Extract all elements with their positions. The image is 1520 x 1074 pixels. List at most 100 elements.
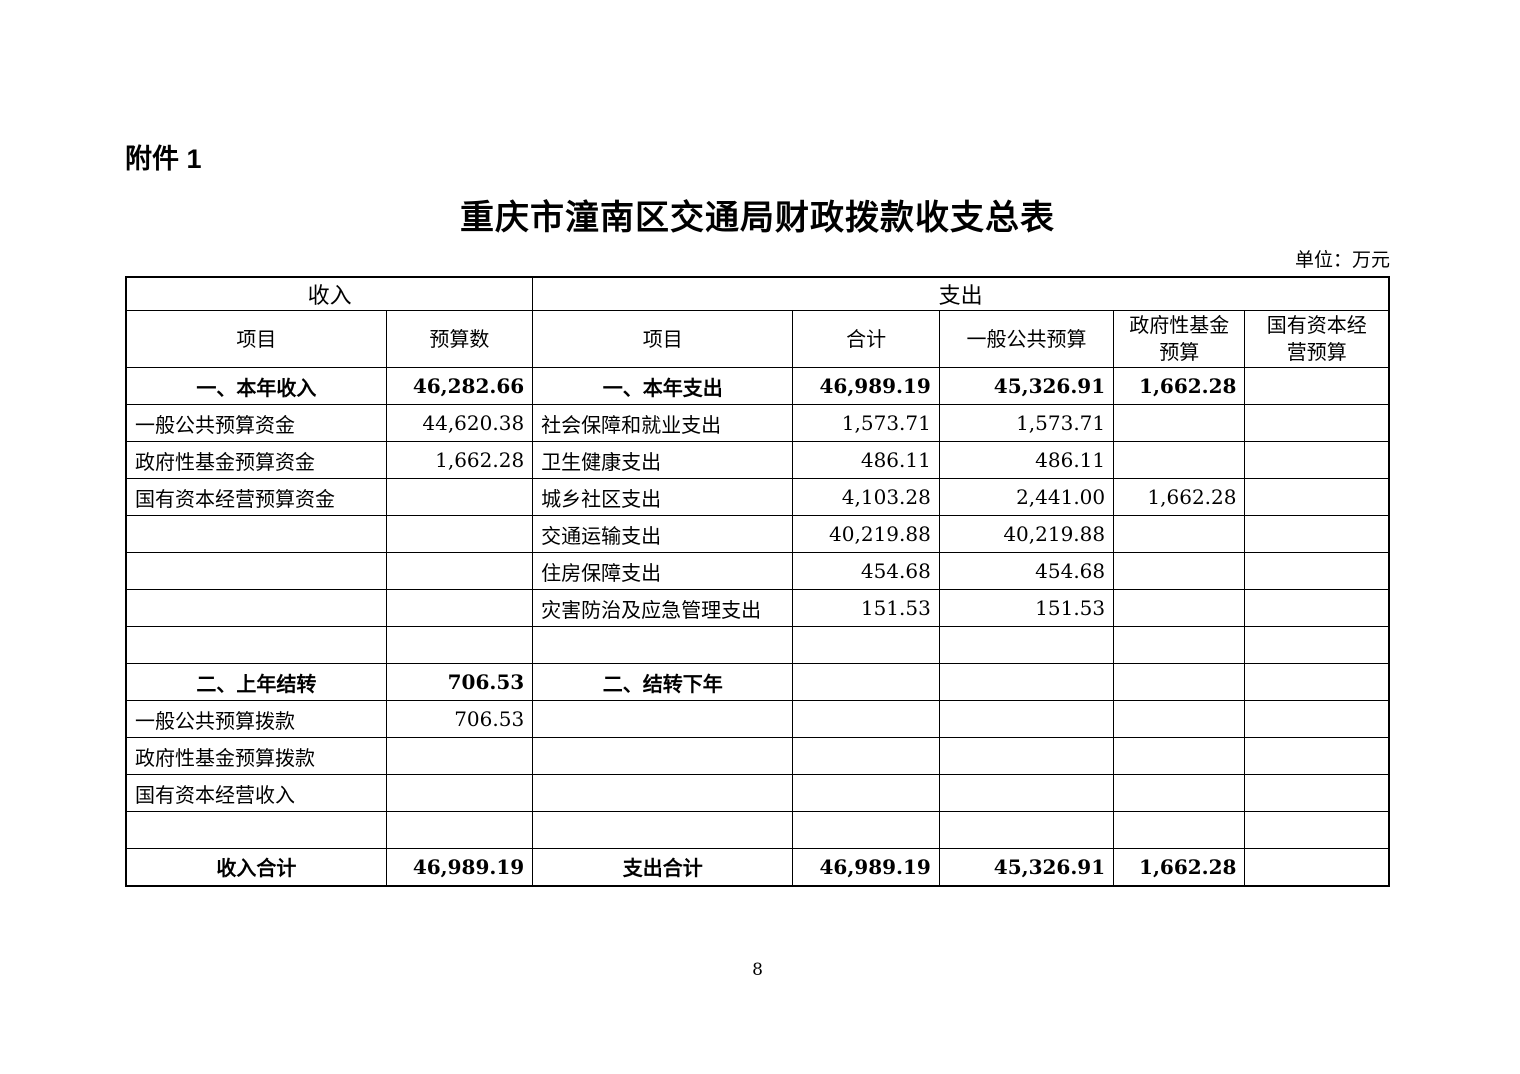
income-budget-cell [385, 811, 534, 849]
expense-item-cell: 住房保障支出 [532, 552, 794, 590]
table-column-header-row: 项目 预算数 项目 合计 一般公共预算 政府性基金 预算 国有资本经 营预算 [125, 310, 1390, 368]
expense-state-capital-cell [1244, 404, 1390, 442]
expense-total-cell [792, 700, 940, 738]
expense-general-budget-cell: 454.68 [938, 552, 1115, 590]
budget-table: 收入 支出 项目 预算数 项目 合计 一般公共预算 政府性基金 预算 国有资本经… [125, 276, 1390, 887]
expense-gov-fund-header: 政府性基金 预算 [1113, 310, 1246, 368]
expense-item-cell: 卫生健康支出 [532, 441, 794, 479]
income-budget-cell [385, 552, 534, 590]
expense-gov-fund-cell [1113, 626, 1246, 664]
income-group-header: 收入 [125, 276, 534, 311]
expense-general-budget-cell: 151.53 [938, 589, 1115, 627]
income-item-cell: 一般公共预算拨款 [125, 700, 387, 738]
expense-gov-fund-cell [1113, 663, 1246, 701]
expense-gov-fund-cell [1113, 441, 1246, 479]
page-number: 8 [752, 960, 763, 980]
income-budget-cell: 46,989.19 [385, 848, 534, 886]
table-row: 一般公共预算拨款 706.53 [125, 700, 1390, 738]
expense-total-cell: 454.68 [792, 552, 940, 590]
expense-state-capital-cell [1244, 663, 1390, 701]
income-budget-header: 预算数 [385, 310, 534, 368]
expense-gov-fund-cell [1113, 774, 1246, 812]
expense-item-cell: 灾害防治及应急管理支出 [532, 589, 794, 627]
income-item-cell: 收入合计 [125, 848, 387, 886]
expense-gov-fund-cell [1113, 737, 1246, 775]
expense-state-capital-cell [1244, 478, 1390, 516]
expense-total-cell [792, 663, 940, 701]
expense-general-budget-cell [938, 811, 1115, 849]
table-row: 国有资本经营预算资金 城乡社区支出 4,103.28 2,441.00 1,662.28 [125, 478, 1390, 516]
expense-total-cell [792, 737, 940, 775]
expense-general-budget-cell [938, 700, 1115, 738]
income-budget-cell [385, 737, 534, 775]
expense-gov-fund-cell [1113, 700, 1246, 738]
expense-state-capital-cell [1244, 441, 1390, 479]
table-row: 一、本年收入 46,282.66 一、本年支出 46,989.19 45,326.91 1… [125, 367, 1390, 405]
expense-total-header: 合计 [792, 310, 940, 368]
table-row: 政府性基金预算资金 1,662.28 卫生健康支出 486.11 486.11 [125, 441, 1390, 479]
expense-state-capital-cell [1244, 811, 1390, 849]
expense-state-capital-cell [1244, 589, 1390, 627]
income-item-cell [125, 552, 387, 590]
table-row [125, 811, 1390, 849]
expense-state-capital-cell [1244, 626, 1390, 664]
income-budget-cell [385, 515, 534, 553]
table-row: 二、上年结转 706.53 二、结转下年 [125, 663, 1390, 701]
expense-item-cell [532, 737, 794, 775]
expense-state-capital-cell [1244, 774, 1390, 812]
expense-state-capital-cell [1244, 848, 1390, 886]
expense-state-capital-cell [1244, 737, 1390, 775]
income-item-header: 项目 [125, 310, 387, 368]
income-budget-cell [385, 774, 534, 812]
page-title: 重庆市潼南区交通局财政拨款收支总表 [460, 199, 1055, 237]
income-budget-cell: 706.53 [385, 700, 534, 738]
income-item-cell: 一、本年收入 [125, 367, 387, 405]
expense-general-budget-cell: 40,219.88 [938, 515, 1115, 553]
expense-total-cell: 4,103.28 [792, 478, 940, 516]
expense-item-cell [532, 626, 794, 664]
expense-gov-fund-cell: 1,662.28 [1113, 848, 1246, 886]
table-row: 政府性基金预算拨款 [125, 737, 1390, 775]
table-row: 住房保障支出 454.68 454.68 [125, 552, 1390, 590]
expense-gov-fund-cell [1113, 552, 1246, 590]
table-row: 一般公共预算资金 44,620.38 社会保障和就业支出 1,573.71 1,573.… [125, 404, 1390, 442]
expense-item-header: 项目 [532, 310, 794, 368]
unit-note: 单位：万元 [1294, 249, 1390, 271]
expense-item-cell [532, 774, 794, 812]
table-row: 收入合计 46,989.19 支出合计 46,989.19 45,326.91 1,662… [125, 848, 1390, 886]
income-item-cell [125, 589, 387, 627]
expense-gov-fund-cell: 1,662.28 [1113, 478, 1246, 516]
income-item-cell: 一般公共预算资金 [125, 404, 387, 442]
expense-state-capital-cell [1244, 700, 1390, 738]
expense-state-capital-header: 国有资本经 营预算 [1244, 310, 1390, 368]
income-budget-cell [385, 478, 534, 516]
expense-total-cell: 151.53 [792, 589, 940, 627]
expense-item-cell: 一、本年支出 [532, 367, 794, 405]
expense-general-budget-cell [938, 774, 1115, 812]
expense-general-budget-cell: 1,573.71 [938, 404, 1115, 442]
expense-general-budget-cell: 2,441.00 [938, 478, 1115, 516]
expense-item-cell: 交通运输支出 [532, 515, 794, 553]
attachment-label: 附件 1 [125, 144, 202, 174]
expense-total-cell [792, 626, 940, 664]
expense-total-cell: 1,573.71 [792, 404, 940, 442]
expense-general-budget-cell: 45,326.91 [938, 367, 1115, 405]
expense-gov-fund-cell [1113, 811, 1246, 849]
income-item-cell [125, 811, 387, 849]
table-group-header-row: 收入 支出 [125, 276, 1390, 311]
income-item-cell [125, 515, 387, 553]
table-row: 灾害防治及应急管理支出 151.53 151.53 [125, 589, 1390, 627]
income-item-cell: 国有资本经营收入 [125, 774, 387, 812]
income-budget-cell: 44,620.38 [385, 404, 534, 442]
income-item-cell [125, 626, 387, 664]
table-row [125, 626, 1390, 664]
table-row: 交通运输支出 40,219.88 40,219.88 [125, 515, 1390, 553]
expense-item-cell: 支出合计 [532, 848, 794, 886]
expense-state-capital-cell [1244, 367, 1390, 405]
expense-item-cell: 城乡社区支出 [532, 478, 794, 516]
expense-total-cell: 486.11 [792, 441, 940, 479]
income-item-cell: 政府性基金预算拨款 [125, 737, 387, 775]
expense-total-cell: 46,989.19 [792, 367, 940, 405]
income-item-cell: 国有资本经营预算资金 [125, 478, 387, 516]
expense-item-cell [532, 811, 794, 849]
